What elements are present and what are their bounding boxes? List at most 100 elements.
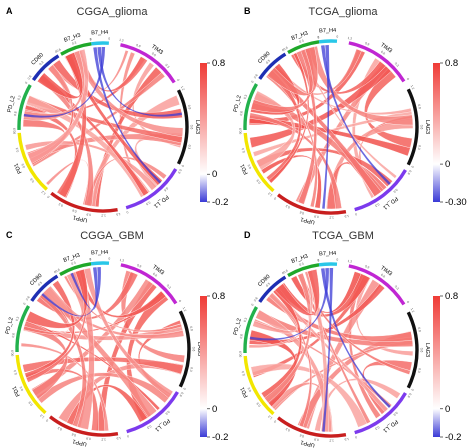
tick-label: 1.2 — [347, 36, 352, 41]
segment-label: PD_L1 — [152, 193, 169, 208]
tick-label: 0.9 — [238, 351, 242, 356]
tick-label: 1.2 — [410, 307, 416, 313]
tick-label: 0 — [54, 50, 58, 54]
segment-arc — [49, 415, 119, 437]
tick-label: 0 — [24, 81, 28, 85]
tick-label: 1.2 — [410, 84, 416, 90]
chord-UPP1-PD_L2 — [20, 342, 109, 432]
legend-tick-label: 0 — [212, 404, 217, 415]
segment-arc — [406, 311, 419, 389]
legend-tick-label: -0.2 — [212, 197, 228, 208]
tick-label: 0.6 — [253, 296, 259, 302]
segment-label: UPP1 — [300, 215, 316, 224]
tick-label: 0 — [238, 355, 242, 357]
segment-label: PD1 — [240, 386, 250, 398]
panel-d: D TCGA_GBM 1 0B7_H41.20.90.60.30TIM31.20.… — [233, 230, 462, 448]
chord-TIM3-LAG3 — [355, 275, 414, 357]
tick-label: 0.3 — [37, 281, 43, 287]
segment-arc — [120, 263, 178, 305]
legend-tick-label: 0.8 — [212, 58, 225, 69]
tick-label: 0 — [273, 419, 277, 423]
segment-label: UPP1 — [72, 437, 88, 446]
tick-label: 0.6 — [380, 273, 386, 279]
segment-arc — [243, 355, 275, 416]
tick-label: 0.3 — [57, 426, 63, 432]
tick-label: 0.3 — [265, 59, 271, 65]
panel-a: A CGGA_glioma 1 0B7_H41.20.90.60.30TIM31.… — [6, 6, 228, 223]
segment-label: B7_H3 — [291, 31, 309, 42]
tick-label: 1.5 — [344, 437, 349, 442]
panel-b-title: TCGA_glioma — [308, 6, 378, 18]
tick-label: 0 — [354, 212, 357, 216]
tick-label: 0.9 — [177, 168, 183, 174]
segment-label: B7_H4 — [319, 28, 336, 35]
chord-LAG3-B7_H3 — [63, 275, 183, 333]
segment-label: B7_H4 — [91, 30, 108, 37]
tick-label: 0.9 — [256, 401, 262, 407]
chord-CD80-B7_H3 — [37, 52, 84, 99]
tick-label: 1.2 — [267, 414, 273, 420]
tick-label: 1.2 — [41, 190, 47, 196]
tick-label: 0.9 — [256, 178, 262, 184]
tick-label: 0.3 — [417, 368, 422, 373]
tick-label: 0.3 — [38, 60, 44, 66]
segment-arc — [406, 88, 419, 166]
segment-label: UPP1 — [300, 438, 316, 447]
tick-label: 0 — [89, 257, 92, 261]
tick-label: 0.9 — [364, 41, 370, 47]
segment-arc — [348, 264, 406, 306]
tick-label: 1.5 — [116, 436, 121, 441]
tick-label: 0.3 — [241, 148, 246, 154]
segment-pd1: 1.2 0.9 0.6 0.3 0 PD1 — [238, 355, 275, 420]
segment-arc — [243, 132, 275, 193]
segment-arc — [287, 40, 320, 55]
segment-label: PD_L2 — [7, 95, 17, 113]
legend-tick-label: 0 — [445, 404, 450, 415]
segment-arc — [31, 54, 60, 82]
color-legend: 0.8 0 -0.30 — [433, 58, 467, 208]
legend-tick-label: 0.8 — [445, 58, 458, 69]
segment-arc — [50, 191, 118, 213]
panel-c-letter: C — [6, 230, 13, 240]
segment-arc — [318, 39, 338, 44]
tick-label: 1.2 — [347, 259, 352, 264]
chord-ribbons — [20, 267, 185, 432]
tick-label: 1.2 — [180, 85, 186, 91]
segment-b7-h3: 0.6 0.3 0 B7_H3 — [283, 31, 320, 55]
segment-b7-h4: 1 0B7_H4 — [90, 30, 110, 46]
segment-lag3: 1.2 0.9 0.6 0.3 0 LAG3 — [178, 306, 202, 391]
chord-negative-B7_H4-B7_H3 — [70, 267, 98, 310]
tick-label: 0.6 — [420, 125, 424, 130]
tick-label: 0 — [10, 354, 14, 356]
segment-label: B7_H3 — [63, 253, 81, 264]
tick-label: 0.3 — [394, 285, 400, 291]
segment-pd-l2: 0.9 0.6 0.3 0 PD_L2 — [233, 80, 259, 133]
tick-label: 0.6 — [420, 348, 424, 353]
tick-label: 0.9 — [417, 104, 422, 109]
tick-label: 0.3 — [166, 284, 172, 290]
tick-label: 0 — [281, 271, 285, 275]
tick-label: 1.2 — [267, 191, 273, 197]
segment-arc — [59, 262, 92, 277]
tick-label: 0 — [126, 210, 129, 214]
tick-label: 0.3 — [15, 316, 20, 322]
tick-label: 1.2 — [119, 38, 124, 43]
segment-arc — [17, 132, 48, 191]
tick-label: 0 — [46, 195, 50, 199]
tick-label: 0.3 — [145, 200, 151, 206]
tick-label: 0.9 — [238, 128, 242, 133]
tick-label: 0.9 — [86, 212, 91, 217]
segment-label: B7_H4 — [91, 250, 108, 257]
tick-label: 0 — [90, 37, 93, 41]
segment-pd-l2: 0.9 0.6 0.3 0 PD_L2 — [233, 303, 259, 356]
segment-lag3: 1.2 0.9 0.6 0.3 0 LAG3 — [406, 84, 430, 169]
tick-label: 0.6 — [20, 163, 26, 169]
tick-label: 0 — [22, 302, 26, 306]
legend-tick-label: -0.2 — [212, 432, 228, 443]
tick-label: 1.5 — [344, 214, 349, 219]
tick-label: 0 — [108, 37, 110, 41]
segment-arc — [30, 274, 59, 302]
segment-pd1: 1.2 0.9 0.6 0.3 0 PD1 — [10, 354, 47, 419]
segment-arc — [178, 310, 191, 388]
